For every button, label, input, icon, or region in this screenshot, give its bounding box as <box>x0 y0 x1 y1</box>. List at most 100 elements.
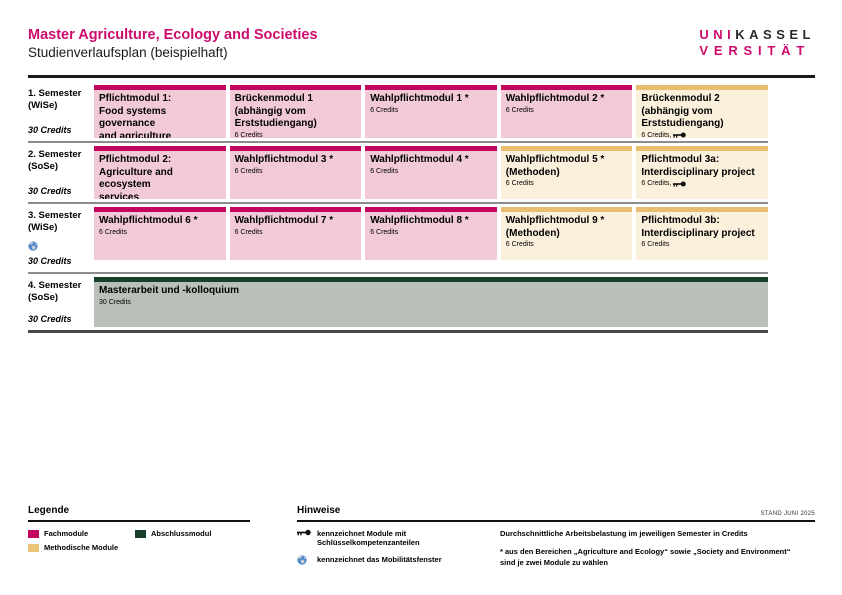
semester-label-4: 4. Semester (SoSe) 30 Credits <box>28 277 90 327</box>
semester-term: (WiSe) <box>28 221 58 233</box>
hints-header: Hinweise STAND JUNI 2025 <box>297 505 815 517</box>
semester-credits: 30 Credits <box>28 256 72 266</box>
module-pflichtmodul-2: Pflichtmodul 2: Agriculture and ecosyste… <box>94 146 226 199</box>
semester-name: 4. Semester <box>28 280 82 291</box>
module-color-bar <box>365 146 497 151</box>
logo-line1: UNIKASSEL <box>699 27 815 42</box>
module-color-bar <box>94 85 226 90</box>
revision-date: STAND JUNI 2025 <box>760 511 815 517</box>
legend-label: Fachmodule <box>44 529 89 538</box>
globe-icon <box>297 555 311 565</box>
semester-row-2: 2. Semester (SoSe) 30 Credits Pflichtmod… <box>28 146 768 199</box>
semester-credits: 30 Credits <box>28 125 72 135</box>
module-title: Wahlpflichtmodul 3 * <box>234 154 334 165</box>
hints-notes: Durchschnittliche Arbeitsbelastung im je… <box>500 529 815 573</box>
module-wahlpflichtmodul-9: Wahlpflichtmodul 9 * (Methoden) 6 Credit… <box>500 207 633 260</box>
module-credits: 6 Credits, <box>641 179 763 188</box>
module-credits: 6 Credits <box>641 241 670 248</box>
legend-section: Legende Fachmodule Abschlussmodul Method… <box>28 505 250 552</box>
module-color-bar <box>500 85 633 90</box>
module-title: Pflichtmodul 1: Food systems governance … <box>99 93 172 138</box>
legend-label: Methodische Module <box>44 543 119 552</box>
hints-columns: kennzeichnet Module mit Schlüsselkompete… <box>297 529 815 573</box>
semester-term: (SoSe) <box>28 160 59 172</box>
module-title: Pflichtmodul 2: Agriculture and ecosyste… <box>99 154 173 199</box>
legend-label: Abschlussmodul <box>151 529 212 538</box>
module-color-bar <box>365 85 497 90</box>
logo-line2: VERSITÄT <box>699 42 811 58</box>
module-credits: 6 Credits <box>370 106 399 114</box>
module-credits: 6 Credits <box>505 106 534 114</box>
page-subtitle: Studienverlaufsplan (beispielhaft) <box>28 45 228 60</box>
methodische-module-color-swatch <box>28 543 39 552</box>
module-color-bar <box>500 146 633 151</box>
module-color-bar <box>229 146 362 151</box>
semester-credits: 30 Credits <box>28 314 72 324</box>
module-credits: 6 Credits <box>234 167 263 175</box>
row-divider <box>28 272 768 274</box>
legend-item-fachmodule: Fachmodule <box>28 529 135 538</box>
header: Master Agriculture, Ecology and Societie… <box>28 26 318 61</box>
semester-credits: 30 Credits <box>28 186 72 196</box>
module-color-bar <box>636 207 768 212</box>
study-plan-table: 1. Semester (WiSe) 30 Credits Pflichtmod… <box>28 85 768 336</box>
module-title: Wahlpflichtmodul 9 * (Methoden) <box>505 215 605 239</box>
hint-text: kennzeichnet das Mobilitätsfenster <box>317 555 442 564</box>
module-color-bar <box>94 207 226 212</box>
module-wahlpflichtmodul-3: Wahlpflichtmodul 3 * 6 Credits <box>229 146 362 199</box>
module-wahlpflichtmodul-7: Wahlpflichtmodul 7 * 6 Credits <box>229 207 362 260</box>
module-credits: 6 Credits <box>234 131 263 139</box>
module-color-bar <box>229 207 362 212</box>
key-icon <box>673 132 687 138</box>
module-title: Pflichtmodul 3a: Interdisciplinary proje… <box>641 154 755 178</box>
hints-icon-list: kennzeichnet Module mit Schlüsselkompete… <box>297 529 500 573</box>
module-color-bar <box>94 146 226 151</box>
module-choice-note: * aus den Bereichen „Agriculture and Eco… <box>500 547 791 567</box>
module-color-bar <box>636 146 768 151</box>
module-credits: 6 Credits <box>505 180 534 187</box>
table-bottom-divider <box>28 330 768 333</box>
hints-title: Hinweise <box>297 505 341 516</box>
module-color-bar <box>229 85 362 90</box>
module-credits: 6 Credits <box>234 228 263 236</box>
semester-name: 2. Semester <box>28 149 82 160</box>
abschlussmodul-color-swatch <box>135 529 146 538</box>
module-color-bar <box>636 85 768 90</box>
page-title: Master Agriculture, Ecology and Societie… <box>28 27 318 43</box>
module-title: Wahlpflichtmodul 4 * <box>370 154 469 165</box>
module-wahlpflichtmodul-6: Wahlpflichtmodul 6 * 6 Credits <box>94 207 226 260</box>
semester-term: (SoSe) <box>28 291 59 303</box>
header-divider <box>28 75 815 78</box>
module-color-bar <box>94 277 768 282</box>
hints-divider <box>297 520 815 522</box>
module-title: Wahlpflichtmodul 6 * <box>99 215 198 226</box>
module-credits: 6 Credits <box>99 228 128 236</box>
row-divider <box>28 141 768 143</box>
module-brueckenmodul-1: Brückenmodul 1 (abhängig vom Erststudien… <box>229 85 362 139</box>
module-pflichtmodul-3a: Pflichtmodul 3a: Interdisciplinary proje… <box>636 146 768 199</box>
mobility-window-globe-icon <box>28 238 90 256</box>
uni-kassel-logo: UNIKASSEL VERSITÄT <box>699 27 815 58</box>
legend-items: Fachmodule Abschlussmodul Methodische Mo… <box>28 529 250 552</box>
module-color-bar <box>365 207 497 212</box>
module-title: Pflichtmodul 3b: Interdisciplinary proje… <box>641 215 755 239</box>
module-credits: 6 Credits, <box>641 131 763 138</box>
module-title: Masterarbeit und -kolloquium <box>99 285 240 296</box>
module-credits: 30 Credits <box>99 298 131 306</box>
semester-term: (WiSe) <box>28 99 58 111</box>
key-icon <box>297 529 311 536</box>
module-wahlpflichtmodul-2: Wahlpflichtmodul 2 * 6 Credits <box>500 85 633 138</box>
module-pflichtmodul-1: Pflichtmodul 1: Food systems governance … <box>94 85 226 138</box>
module-title: Wahlpflichtmodul 7 * <box>234 215 334 226</box>
semester-name: 3. Semester <box>28 210 82 221</box>
legend-title: Legende <box>28 505 70 516</box>
module-title: Brückenmodul 2 (abhängig vom Erststudien… <box>641 93 724 129</box>
module-wahlpflichtmodul-5: Wahlpflichtmodul 5 * (Methoden) 6 Credit… <box>500 146 633 199</box>
semester-label-3: 3. Semester (WiSe) 30 Credits <box>28 207 90 269</box>
hint-text: kennzeichnet Module mit Schlüsselkompete… <box>317 529 420 547</box>
module-wahlpflichtmodul-4: Wahlpflichtmodul 4 * 6 Credits <box>365 146 497 199</box>
module-wahlpflichtmodul-8: Wahlpflichtmodul 8 * 6 Credits <box>365 207 497 260</box>
semester-name: 1. Semester <box>28 88 82 99</box>
workload-note: Durchschnittliche Arbeitsbelastung im je… <box>500 529 748 538</box>
